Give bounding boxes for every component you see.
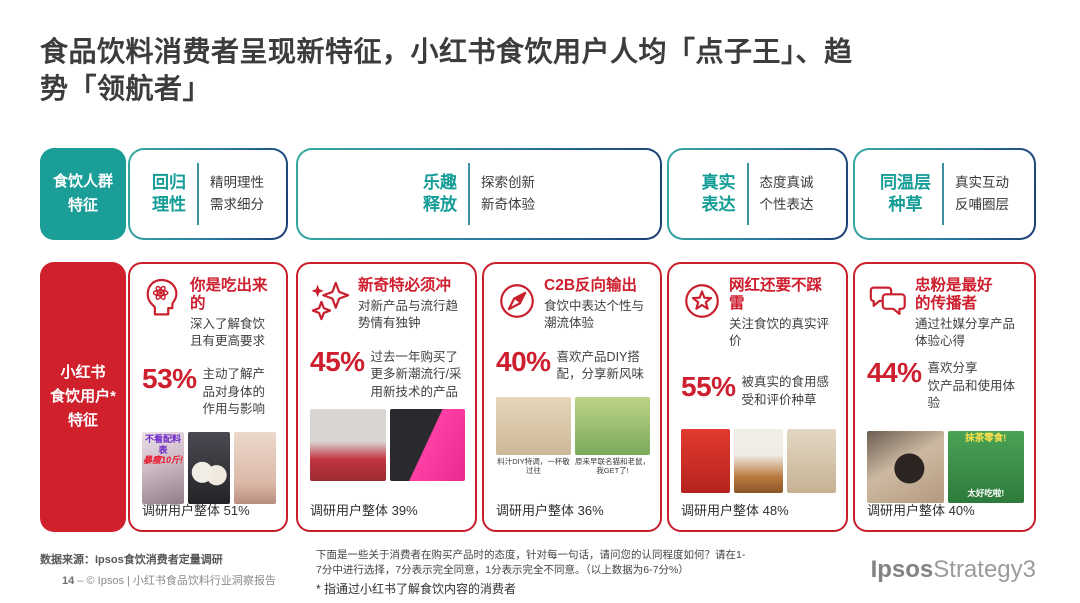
- card-title: 新奇特必须冲: [358, 277, 452, 294]
- stat-text: 主动了解产品对身体的作用与影响: [202, 367, 266, 417]
- dash: –: [77, 575, 84, 587]
- badge-line: 食饮人群: [52, 173, 113, 190]
- trait-desc: 态度真诚 个性表达: [759, 175, 814, 212]
- divider: [942, 163, 944, 225]
- trait-box-community: 同温层 种草 真实互动 反哺圈层: [853, 148, 1036, 240]
- survey-baseline: 调研用户整体 51%: [142, 503, 250, 518]
- card-reviews: 网红还要不踩雷 关注食饮的真实评价 55% 被真实的食用感受和评价种草 调研用户…: [667, 262, 848, 532]
- copyright: © Ipsos | 小红书食品饮料行业洞察报告: [86, 575, 276, 587]
- page-footer: 14 – © Ipsos | 小红书食品饮料行业洞察报告: [62, 572, 276, 588]
- trait-desc: 精明理性 需求细分: [210, 175, 264, 212]
- percent-value: 44%: [867, 357, 922, 389]
- photo-thumbnail: [188, 431, 230, 504]
- card-desc: 食饮中表达个性与潮流体验: [544, 298, 645, 330]
- survey-baseline: 调研用户整体 36%: [496, 503, 604, 518]
- card-title: 你是吃出来的: [190, 277, 268, 312]
- divider: [468, 163, 470, 225]
- thumbnail-caption: 原来早联名猫和老鼠，我GET了!: [575, 456, 650, 476]
- trait-label: 回归 理性: [152, 172, 186, 214]
- head-atom-icon: [142, 277, 184, 325]
- page-title-line1: 食品饮料消费者呈现新特征，小红书食饮用户人均「点子王」、趋: [40, 36, 853, 67]
- ipsos-strategy3-logo: IpsosStrategy3: [870, 556, 1036, 583]
- asterisk-footnote: * 指通过小红书了解食饮内容的消费者: [316, 582, 517, 597]
- data-source: 数据来源：Ipsos食饮消费者定量调研: [40, 554, 223, 566]
- trait-desc: 探索创新 新奇体验: [481, 175, 535, 212]
- trait-label: 真实 表达: [701, 172, 736, 214]
- card-desc: 对新产品与流行趋势情有独钟: [358, 298, 459, 330]
- card-title: 网红还要不踩雷: [729, 277, 823, 312]
- page-title-line2: 势「领航者」: [40, 72, 212, 104]
- chat-bubbles-icon: [867, 277, 909, 325]
- thumbnail-caption: 料汁DIY特调，一杯敬过往: [497, 456, 570, 476]
- card-novelty: 新奇特必须冲 对新产品与流行趋势情有独钟 45% 过去一年购买了更多新潮流行/采…: [296, 262, 477, 532]
- survey-baseline: 调研用户整体 40%: [867, 503, 975, 518]
- card-title: C2B反向输出: [544, 277, 638, 294]
- percent-value: 45%: [310, 345, 365, 377]
- badge-line: 小红书: [60, 364, 106, 381]
- card-desc: 通过社媒分享产品体验心得: [915, 316, 1016, 348]
- photo-thumbnail: [867, 430, 944, 503]
- star-badge-icon: [681, 277, 723, 325]
- photo-thumbnail: [234, 431, 276, 504]
- trait-box-rational: 回归 理性 精明理性 需求细分: [128, 148, 288, 240]
- trait-desc: 真实互动 反哺圈层: [955, 175, 1009, 212]
- card-desc: 关注食饮的真实评价: [729, 316, 830, 348]
- audience-traits-badge: 食饮人群 特征: [40, 148, 126, 240]
- divider: [197, 163, 199, 225]
- compass-icon: [496, 277, 538, 325]
- photo-thumbnail: [681, 429, 730, 494]
- percent-value: 55%: [681, 371, 736, 403]
- stat-text: 喜欢分享 饮产品和使用体验: [927, 361, 1016, 411]
- survey-baseline: 调研用户整体 39%: [310, 503, 418, 518]
- photo-thumbnail: [310, 409, 386, 482]
- trait-box-authentic: 真实 表达 态度真诚 个性表达: [667, 148, 848, 240]
- photo-thumbnail: [787, 429, 836, 494]
- stat-text: 喜欢产品DIY搭配，分享新风味: [556, 349, 645, 382]
- trait-label: 同温层 种草: [880, 172, 931, 214]
- trait-box-fun: 乐趣 释放 探索创新 新奇体验: [296, 148, 662, 240]
- badge-line: 特征: [67, 412, 98, 429]
- stat-text: 被真实的食用感受和评价种草: [741, 375, 830, 407]
- sparkles-icon: [310, 277, 352, 325]
- photo-thumbnail: [389, 409, 465, 482]
- trait-label: 乐趣 释放: [423, 172, 457, 214]
- photo-thumbnail: [734, 429, 783, 494]
- badge-line: 特征: [67, 197, 98, 214]
- survey-baseline: 调研用户整体 48%: [681, 503, 789, 518]
- photo-thumbnail: [575, 396, 650, 455]
- divider: [746, 163, 749, 225]
- page-number: 14: [62, 575, 75, 587]
- survey-question-note: 下面是一些关于消费者在购买产品时的态度，针对每一句话，请问您的认同程度如何？请在…: [316, 548, 846, 599]
- badge-line: 食饮用户*: [50, 388, 116, 405]
- photo-thumbnail: [496, 396, 571, 455]
- card-loyal-fans: 忠粉是最好的传播者 通过社媒分享产品体验心得 44% 喜欢分享 饮产品和使用体验 …: [853, 262, 1036, 532]
- page-title: 食品饮料消费者呈现新特征，小红书食饮用户人均「点子王」、趋 势「领航者」: [40, 34, 1030, 108]
- card-c2b: C2B反向输出 食饮中表达个性与潮流体验 40% 喜欢产品DIY搭配，分享新风味…: [482, 262, 662, 532]
- xhs-users-badge: 小红书 食饮用户* 特征: [40, 262, 126, 532]
- photo-thumbnail: 不看配料表 暴瘦10斤!: [142, 431, 184, 504]
- card-eat-smart: 你是吃出来的 深入了解食饮且有更高要求 53% 主动了解产品对身体的作用与影响 …: [128, 262, 288, 532]
- card-title: 忠粉是最好的传播者: [915, 277, 993, 312]
- stat-text: 过去一年购买了更多新潮流行/采用新技术的产品: [370, 349, 462, 399]
- photo-thumbnail: 抹茶零食! 太好吃啦!: [947, 430, 1024, 503]
- percent-value: 53%: [142, 363, 197, 395]
- percent-value: 40%: [496, 345, 551, 377]
- card-desc: 深入了解食饮且有更高要求: [190, 316, 266, 348]
